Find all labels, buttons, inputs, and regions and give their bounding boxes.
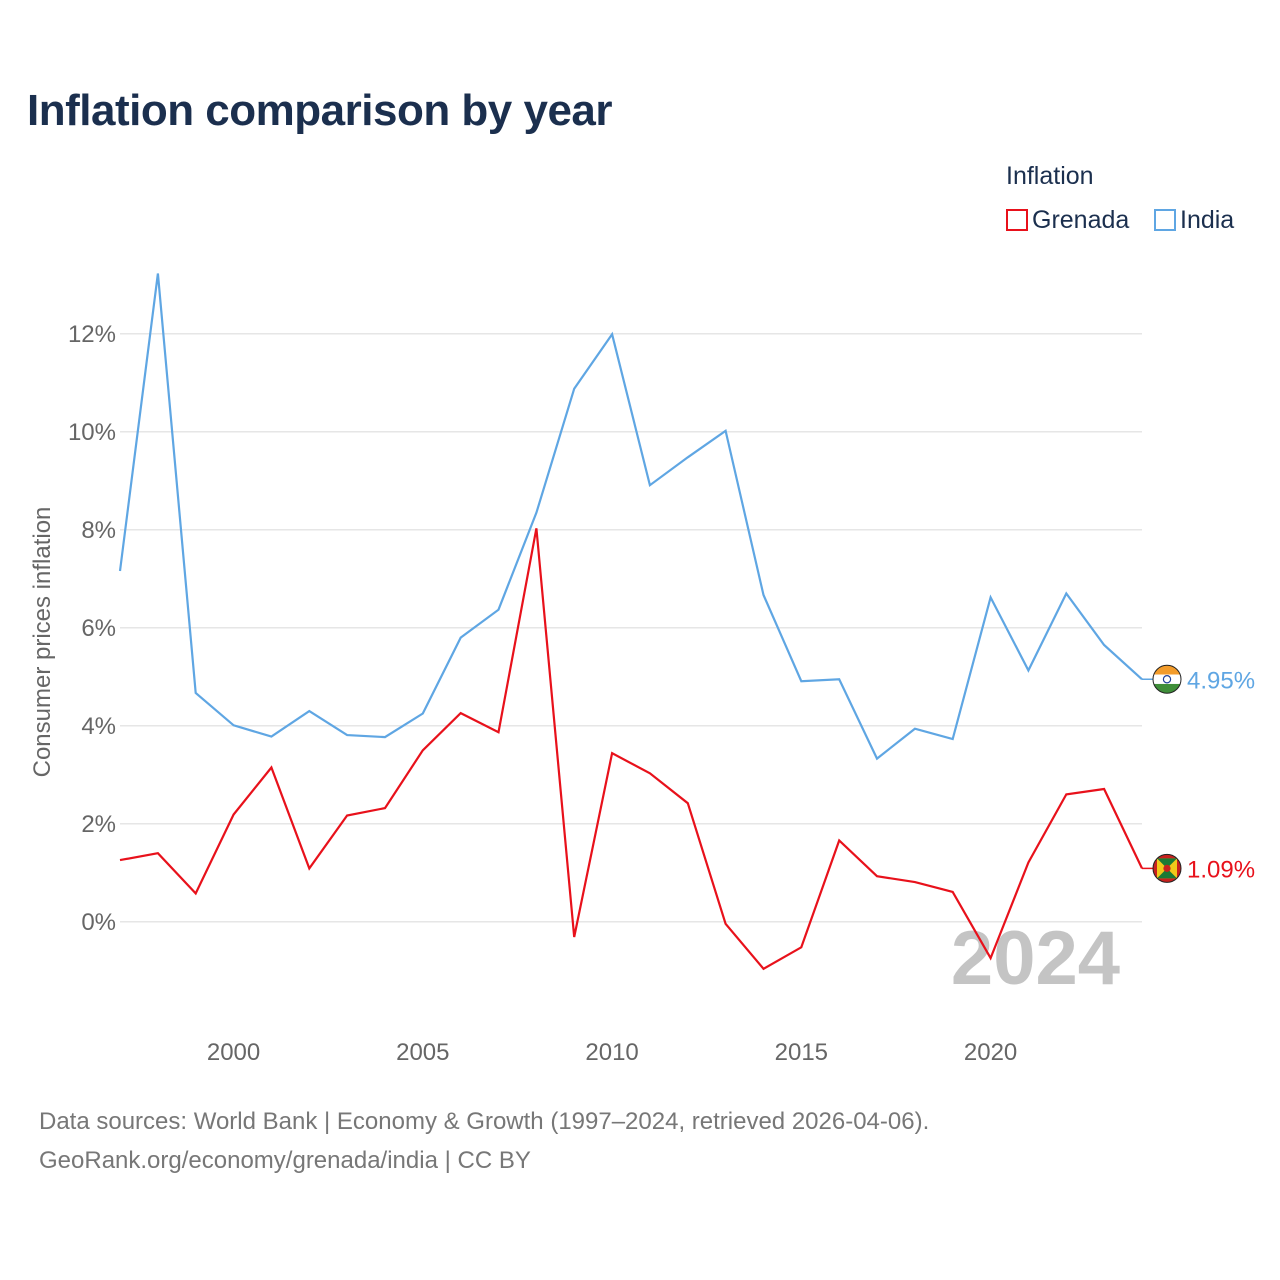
x-tick-label: 2005 xyxy=(396,1039,449,1066)
y-tick-label: 0% xyxy=(81,909,116,936)
x-axis-ticks: 2000 2005 2010 2015 2020 xyxy=(207,1039,1017,1066)
series-line-grenada[interactable] xyxy=(119,528,1143,971)
legend-label-india: India xyxy=(1180,205,1235,234)
legend-label-grenada: Grenada xyxy=(1032,205,1130,234)
line-chart: Consumer prices inflation 2024 0% 2% 4% 6% 8… xyxy=(29,273,1255,1066)
legend-item-india[interactable]: India xyxy=(1154,205,1234,235)
end-value-label-india: 4.95% xyxy=(1187,667,1255,694)
y-axis-ticks: 0% 2% 4% 6% 8% 10% 12% xyxy=(68,321,116,936)
legend-swatch-india xyxy=(1154,209,1176,231)
y-tick-label: 4% xyxy=(81,713,116,740)
end-value-label-grenada: 1.09% xyxy=(1187,856,1255,883)
y-tick-label: 6% xyxy=(81,615,116,642)
series-layer: 4.95% 1.09% xyxy=(118,273,1255,971)
year-watermark: 2024 xyxy=(951,916,1120,1001)
grenada-flag-icon xyxy=(1152,853,1182,883)
x-tick-label: 2010 xyxy=(585,1039,638,1066)
x-tick-label: 2020 xyxy=(964,1039,1017,1066)
x-tick-label: 2000 xyxy=(207,1039,260,1066)
chart-title: Inflation comparison by year xyxy=(27,86,613,135)
legend-item-grenada[interactable]: Grenada xyxy=(1006,205,1129,235)
series-line-india[interactable] xyxy=(118,273,1143,761)
y-axis-label: Consumer prices inflation xyxy=(29,507,56,778)
legend-title: Inflation xyxy=(1006,162,1094,190)
y-tick-label: 2% xyxy=(81,811,116,838)
gridlines xyxy=(120,333,1142,923)
source-line-2[interactable]: GeoRank.org/economy/grenada/india | CC B… xyxy=(39,1147,531,1174)
india-flag-icon xyxy=(1152,664,1182,694)
y-tick-label: 8% xyxy=(81,517,116,544)
y-tick-label: 10% xyxy=(68,419,116,446)
source-line-1: Data sources: World Bank | Economy & Gro… xyxy=(39,1108,930,1135)
y-tick-label: 12% xyxy=(68,321,116,348)
x-tick-label: 2015 xyxy=(775,1039,828,1066)
legend-swatch-grenada xyxy=(1006,209,1028,231)
